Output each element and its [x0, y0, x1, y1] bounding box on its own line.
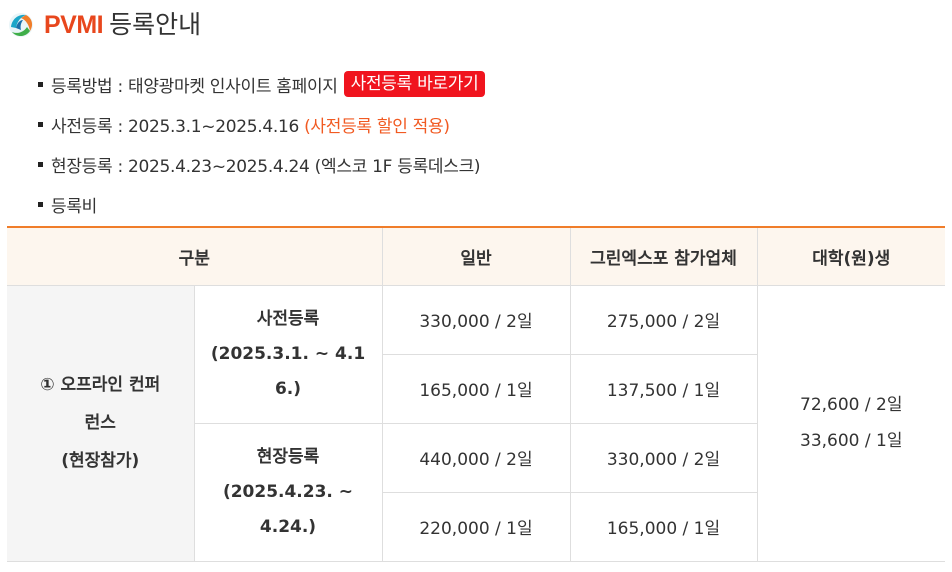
fee-cell: 440,000 / 2일 — [381, 422, 571, 493]
pre-registration-label: 사전등록 (2025.3.1. ~ 4.1 6.) — [193, 284, 383, 424]
table-row: 165,000 / 1일 137,500 / 1일 — [7, 353, 945, 424]
square-bullet-icon — [38, 161, 43, 167]
table-row: ① 오프라인 컨퍼 런스 (현장참가) 사전등록 (2025.3.1. ~ 4.… — [7, 284, 945, 562]
info-item-fee: 등록비 — [38, 184, 485, 224]
pvmi-globe-logo-icon — [9, 13, 33, 37]
fee-cell: 330,000 / 2일 — [381, 284, 571, 355]
fee-cell: 275,000 / 2일 — [569, 284, 758, 355]
student-fee-cell: 72,600 / 2일 33,600 / 1일 — [756, 284, 945, 562]
page-title-text: 등록안내 — [109, 10, 202, 39]
onsite-registration-period: 현장등록 : 2025.4.23~2025.4.24 (엑스코 1F 등록데스크… — [51, 156, 481, 177]
square-bullet-icon — [38, 121, 43, 127]
method-text: 등록방법 : 태양광마켓 인사이트 홈페이지 — [51, 76, 338, 97]
fee-cell: 165,000 / 1일 — [569, 491, 757, 562]
discount-note: (사전등록 할인 적용) — [304, 116, 450, 137]
square-bullet-icon — [38, 81, 43, 87]
info-item-method: 등록방법 : 태양광마켓 인사이트 홈페이지 사전등록 바로가기 — [38, 64, 486, 104]
table-row: 220,000 / 1일 165,000 / 1일 — [7, 491, 945, 562]
onsite-registration-label: 현장등록 (2025.4.23. ~ 4.24.) — [194, 422, 383, 562]
pre-registration-period: 사전등록 : 2025.3.1~2025.4.16 — [51, 116, 300, 137]
fee-cell: 220,000 / 1일 — [382, 491, 571, 562]
page-header: PVMI 등록안내 — [7, 8, 201, 42]
header-exhibitor: 그린엑스포 참가업체 — [569, 227, 758, 286]
pre-registration-link-button[interactable]: 사전등록 바로가기 — [343, 71, 486, 97]
fee-cell: 137,500 / 1일 — [569, 353, 757, 424]
info-item-onsite-registration: 현장등록 : 2025.4.23~2025.4.24 (엑스코 1F 등록데스크… — [38, 144, 485, 184]
info-item-pre-registration: 사전등록 : 2025.3.1~2025.4.16 (사전등록 할인 적용) — [38, 104, 485, 144]
page-title: PVMI 등록안내 — [44, 8, 201, 42]
offline-conference-label: ① 오프라인 컨퍼 런스 (현장참가) — [7, 284, 195, 562]
header-student: 대학(원)생 — [756, 227, 945, 286]
header-general: 일반 — [381, 227, 571, 286]
fee-cell: 330,000 / 2일 — [569, 422, 757, 493]
registration-info-list: 등록방법 : 태양광마켓 인사이트 홈페이지 사전등록 바로가기 사전등록 : … — [38, 64, 486, 224]
fee-cell: 165,000 / 1일 — [382, 353, 571, 424]
brand-name: PVMI — [44, 11, 104, 39]
table-header-row: 구분 일반 그린엑스포 참가업체 대학(원)생 — [7, 227, 945, 286]
fee-label: 등록비 — [51, 196, 98, 217]
registration-fee-table: 구분 일반 그린엑스포 참가업체 대학(원)생 ① 오프라인 컨퍼 런스 (현장… — [7, 226, 945, 562]
square-bullet-icon — [38, 201, 43, 207]
header-category: 구분 — [7, 227, 383, 286]
